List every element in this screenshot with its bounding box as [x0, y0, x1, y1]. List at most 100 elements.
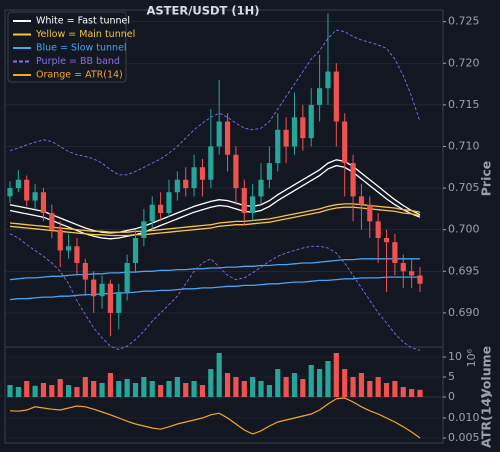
volume-bar — [367, 381, 373, 397]
y-tick-label: 0.005 — [448, 431, 480, 444]
volume-bar — [57, 379, 63, 397]
legend-box — [7, 11, 127, 83]
candle-body — [124, 262, 130, 293]
volume-bar — [65, 385, 72, 397]
y-tick-label: 0.715 — [448, 98, 480, 111]
candle-body — [216, 121, 222, 147]
chart-title: ASTER/USDT (1H) — [146, 4, 259, 18]
volume-bar — [350, 377, 356, 397]
y-tick-label: 0.720 — [448, 56, 480, 69]
legend-label: White = Fast tunnel — [36, 16, 130, 27]
volume-bar — [82, 377, 88, 397]
candle-body — [116, 292, 122, 313]
y-tick-label: 0.705 — [448, 181, 480, 194]
candle-body — [350, 163, 356, 197]
candle-body — [57, 229, 63, 251]
candle-body — [266, 163, 272, 180]
volume-bar — [74, 387, 80, 397]
candle-body — [99, 283, 105, 297]
candle-body — [65, 246, 72, 251]
volume-bar — [224, 373, 231, 397]
volume-bar — [174, 377, 180, 397]
y-axis-scale: 10⁶ — [465, 348, 478, 367]
volume-bar — [216, 353, 222, 397]
volume-bar — [417, 389, 423, 397]
candle-body — [291, 117, 298, 147]
candle-body — [241, 188, 247, 214]
candle-body — [24, 179, 30, 201]
volume-bar — [283, 377, 289, 397]
candle-body — [342, 121, 348, 164]
volume-bar — [241, 381, 247, 397]
candle-body — [300, 117, 306, 139]
volume-bar — [208, 369, 214, 397]
volume-bar — [291, 373, 298, 397]
volume-bar — [325, 361, 331, 397]
candle-body — [283, 129, 289, 147]
volume-bar — [183, 383, 189, 397]
candle-body — [383, 237, 390, 243]
candle-body — [166, 192, 172, 214]
y-axis-title: ATR(14) — [479, 392, 494, 448]
overlay-line — [9, 233, 421, 351]
y-axis-title: Volume — [479, 346, 494, 398]
candle-body — [7, 188, 13, 197]
legend-label: Yellow = Main tunnel — [35, 29, 135, 40]
volume-bar — [383, 383, 390, 397]
candle-body — [107, 283, 114, 313]
volume-bar — [40, 383, 47, 397]
volume-bar — [258, 381, 264, 397]
y-tick-label: 0.700 — [448, 223, 480, 236]
candle-body — [250, 196, 256, 214]
overlay-line — [9, 203, 421, 233]
candle-body — [224, 121, 231, 155]
candle-body — [333, 71, 339, 122]
candle-body — [183, 179, 189, 189]
candle-body — [191, 167, 197, 189]
candle-body — [82, 262, 88, 280]
volume-bar — [149, 381, 155, 397]
volume-bar — [49, 385, 55, 397]
volume-bar — [132, 383, 139, 397]
volume-bar — [191, 381, 197, 397]
candle-body — [258, 179, 264, 197]
overlay-line — [9, 29, 421, 176]
overlay-line — [9, 276, 420, 301]
candle-body — [141, 221, 147, 238]
volume-bar — [141, 377, 147, 397]
marks: 0.690 0.695 0.700 0.705 0.710 0.715 0.720 0.725… — [5, 13, 494, 448]
y-tick-label: 5 — [448, 370, 455, 383]
candle-body — [316, 88, 323, 105]
volume-bar — [199, 385, 206, 397]
y-tick-label: 0.695 — [448, 264, 480, 277]
y-tick-label: 0 — [448, 390, 455, 403]
y-axis-title: Price — [479, 161, 494, 197]
candle-body — [400, 262, 406, 272]
candle-body — [74, 246, 80, 263]
candle-body — [208, 146, 214, 180]
volume-bar — [375, 377, 381, 397]
volume-bar — [300, 379, 306, 397]
atr-line — [9, 397, 421, 439]
volume-bar — [124, 379, 130, 397]
y-tick-label: 0.690 — [448, 306, 480, 319]
volume-bar — [333, 353, 339, 397]
volume-bar — [233, 377, 239, 397]
candle-body — [417, 275, 423, 284]
candle-body — [199, 167, 206, 180]
candle-body — [149, 204, 155, 222]
y-tick-label: 0.710 — [448, 139, 480, 152]
y-tick-label: 10 — [448, 350, 462, 363]
y-tick-label: 0.725 — [448, 15, 480, 28]
candle-body — [367, 204, 373, 222]
volume-bar — [392, 381, 398, 397]
candle-body — [308, 104, 314, 139]
volume-bar — [275, 369, 281, 397]
volume-bar — [32, 385, 38, 397]
legend-label: Orange = ATR(14) — [36, 70, 123, 81]
legend-label: Blue = Slow tunnel — [36, 43, 127, 54]
candle-body — [392, 242, 398, 263]
volume-bar — [342, 369, 348, 397]
